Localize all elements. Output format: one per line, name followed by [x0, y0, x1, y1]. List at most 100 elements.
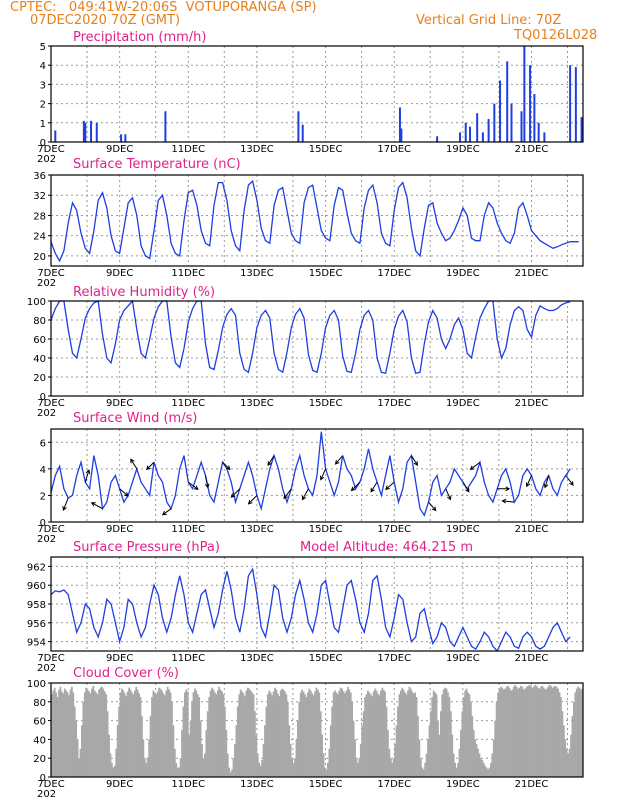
precipitation-bar — [487, 118, 490, 142]
cloud-cover-bar — [71, 686, 73, 777]
cloud-cover-bar — [81, 725, 83, 777]
x-tick-label: 15DEC — [309, 779, 343, 790]
cloud-cover-bar — [411, 691, 414, 777]
cloud-cover-bar — [501, 687, 504, 777]
x-tick-label: 9DEC — [106, 268, 133, 279]
cloud-cover-bar — [201, 744, 203, 777]
cloud-cover-bar — [249, 690, 252, 777]
y-tick-label: 3 — [40, 80, 46, 91]
cloud-cover-bar — [435, 694, 438, 777]
x-tick-label: 19DEC — [446, 398, 480, 409]
cloud-cover-bar — [327, 762, 329, 777]
cloud-cover-bar — [525, 686, 528, 777]
cloud-cover-bar — [562, 725, 565, 777]
cloud-cover-bar — [279, 690, 282, 777]
cloud-cover-bar — [255, 734, 258, 777]
cloud-cover-bar — [254, 711, 256, 777]
cloud-cover-bar — [491, 753, 494, 777]
cloud-cover-bar — [462, 697, 465, 777]
cloud-cover-bar — [182, 706, 185, 777]
cloud-cover-bar — [311, 693, 314, 777]
header-line-2: 07DEC2020 70Z (GMT) — [30, 13, 181, 28]
cloud-cover-bar — [414, 692, 416, 777]
cloud-cover-bar — [558, 692, 561, 777]
cloud-cover-bar — [225, 730, 228, 777]
wind-direction-arrow — [410, 455, 418, 467]
precipitation-bar — [574, 67, 577, 142]
cloud-cover-bar — [166, 686, 169, 777]
y-tick-label: 20 — [33, 252, 46, 263]
panel-0-title: Precipitation (mm/h) — [73, 30, 206, 45]
cloud-cover-bar — [75, 720, 78, 777]
cloud-cover-bar — [251, 692, 253, 777]
x-tick-label: 17DEC — [377, 524, 411, 535]
cloud-cover-bar — [105, 694, 108, 777]
cloud-cover-bar — [407, 690, 409, 777]
cloud-cover-bar — [487, 769, 489, 777]
cloud-cover-bar — [385, 706, 388, 777]
cloud-cover-bar — [371, 696, 374, 777]
cloud-cover-bar — [221, 691, 223, 777]
cloud-cover-bar — [342, 691, 345, 777]
cloud-cover-bar — [63, 688, 66, 777]
cloud-cover-bar — [148, 739, 150, 777]
panel-0-grid — [50, 46, 583, 142]
precipitation-bar — [90, 120, 93, 142]
wind-direction-arrow — [146, 461, 155, 471]
cloud-cover-bar — [136, 689, 139, 777]
cloud-cover-bar — [382, 689, 385, 777]
cloud-cover-bar — [211, 687, 213, 777]
cloud-cover-bar — [89, 693, 92, 777]
cloud-cover-bar — [286, 701, 289, 777]
cloud-cover-bar — [302, 691, 305, 777]
y-tick-label: 4 — [40, 465, 46, 476]
y-tick-label: 24 — [33, 232, 46, 243]
panel-1-frame — [50, 174, 584, 267]
precipitation-bar — [54, 130, 57, 142]
cloud-cover-bar — [381, 687, 384, 777]
cloud-cover-bar — [580, 689, 582, 777]
cloud-cover-bar — [374, 688, 376, 777]
cloud-cover-bar — [139, 697, 142, 777]
cloud-cover-bar — [561, 711, 564, 777]
cloud-cover-bar — [196, 694, 199, 777]
cloud-cover-bar — [262, 744, 265, 777]
cloud-cover-bar — [524, 688, 527, 777]
cloud-cover-bar — [265, 706, 268, 777]
cloud-cover-bar — [65, 690, 68, 777]
cloud-cover-bar — [372, 691, 375, 777]
cloud-cover-bar — [171, 701, 173, 777]
cloud-cover-bar — [375, 690, 378, 777]
wind-direction-arrow — [543, 475, 550, 489]
wind-direction-arrow — [119, 488, 129, 497]
wind-direction-arrow — [222, 461, 231, 471]
wind-direction-arrow — [462, 481, 470, 493]
cloud-cover-bar — [261, 760, 263, 777]
cloud-cover-bar — [138, 693, 140, 777]
y-tick-label: 2 — [40, 491, 46, 502]
cloud-cover-bar — [242, 693, 245, 777]
cloud-cover-bar — [133, 690, 136, 777]
cloud-cover-bar — [95, 692, 98, 777]
x-tick-label: 17DEC — [377, 268, 411, 279]
cloud-cover-bar — [235, 725, 238, 777]
cloud-cover-bar — [392, 758, 395, 777]
cloud-cover-bar — [334, 690, 336, 777]
cloud-cover-bar — [305, 697, 308, 777]
cloud-cover-bar — [401, 687, 404, 777]
cloud-cover-bar — [61, 691, 63, 777]
panel-1-grid — [50, 175, 583, 266]
cloud-cover-bar — [226, 753, 229, 777]
cloud-cover-bar — [500, 686, 502, 777]
cloud-cover-bar — [387, 730, 389, 777]
wind-direction-arrow — [90, 502, 103, 510]
wind-direction-arrow — [283, 488, 292, 500]
y-tick-label: 962 — [27, 562, 46, 573]
cloud-cover-bar — [341, 688, 344, 777]
cloud-cover-bar — [102, 688, 105, 777]
cloud-cover-bar — [69, 689, 72, 777]
cloud-cover-bar — [212, 689, 215, 777]
panel-2-series-line — [50, 299, 571, 374]
cloud-cover-bar — [276, 693, 279, 777]
x-tick-label: 7DEC — [37, 779, 64, 790]
